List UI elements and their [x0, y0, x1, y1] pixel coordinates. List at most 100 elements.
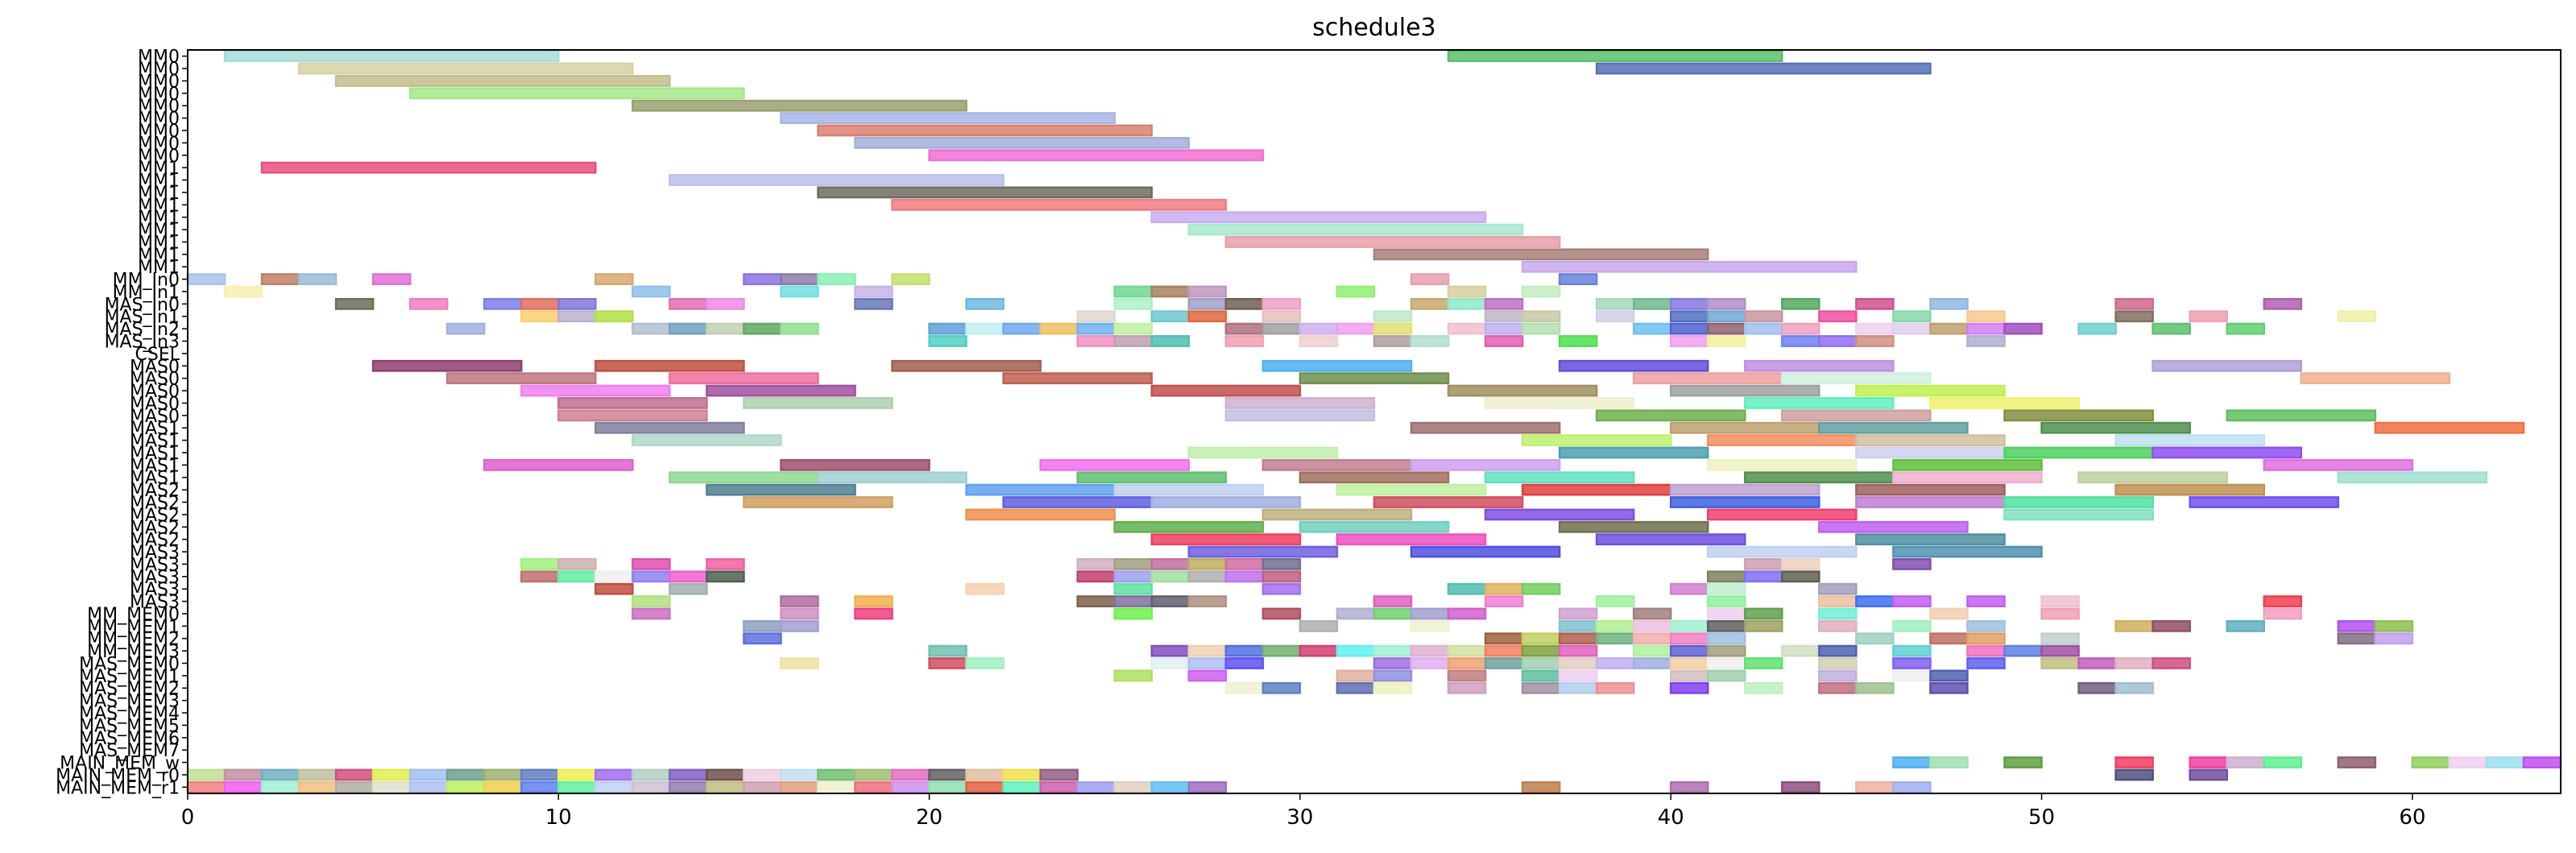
task-bar: [1781, 335, 1820, 347]
task-bar: [1744, 681, 1783, 694]
task-bar: [371, 781, 412, 793]
task-bar: [965, 508, 1116, 521]
task-bar: [1595, 632, 1635, 645]
task-bar: [1855, 384, 2006, 397]
x-tick-label: 20: [916, 805, 942, 830]
task-bar: [1002, 322, 1042, 335]
task-bar: [2003, 322, 2043, 335]
task-bar: [1670, 310, 1709, 323]
task-bar: [928, 322, 967, 335]
task-bar: [1484, 508, 1635, 521]
task-bar: [1707, 545, 1857, 558]
task-bar: [1298, 619, 1339, 632]
task-bar: [2003, 644, 2043, 657]
task-bar: [1039, 458, 1191, 471]
task-bar: [445, 322, 486, 335]
task-bar: [371, 768, 412, 781]
task-bar: [743, 768, 782, 781]
y-tick-label: MAS_MEM7: [79, 741, 180, 761]
task-bar: [1224, 322, 1265, 335]
task-bar: [928, 149, 1265, 162]
task-bar: [1113, 669, 1153, 682]
task-bar: [1966, 619, 2006, 632]
task-bar: [2337, 756, 2377, 768]
task-bar: [1484, 297, 1524, 310]
task-bar: [1929, 681, 1969, 694]
task-bar: [743, 619, 782, 632]
task-bar: [1892, 781, 1932, 793]
task-bar: [2263, 297, 2303, 310]
task-bar: [1558, 520, 1709, 533]
task-bar: [1484, 397, 1635, 409]
task-bar: [1892, 322, 1932, 335]
task-bar: [1373, 595, 1413, 607]
task-bar: [1150, 496, 1302, 508]
y-tick-label: MAS2: [130, 531, 180, 551]
task-bar: [965, 483, 1116, 496]
task-bar: [1261, 508, 1413, 521]
task-bar: [1150, 558, 1191, 570]
task-bar: [1187, 545, 1339, 558]
task-bar: [1595, 297, 1635, 310]
task-bar: [632, 570, 671, 583]
task-bar: [2114, 681, 2154, 694]
task-bar: [1966, 322, 2006, 335]
task-bar: [594, 359, 745, 372]
task-bar: [1558, 681, 1598, 694]
task-bar: [1336, 483, 1487, 496]
task-bar: [1261, 570, 1302, 583]
y-tick-label: MAIN_MEM_r1: [56, 778, 180, 798]
task-bar: [1484, 595, 1524, 607]
x-tick-label: 50: [2028, 805, 2055, 830]
task-bar: [557, 297, 597, 310]
task-bar: [334, 781, 375, 793]
task-bar: [1670, 384, 1820, 397]
task-bar: [1298, 372, 1450, 385]
y-tick-label: MM0: [138, 97, 180, 117]
task-bar: [1707, 657, 1746, 669]
task-bar: [1298, 471, 1450, 484]
task-bar: [557, 768, 597, 781]
task-bar: [1670, 483, 1820, 496]
task-bar: [669, 471, 819, 484]
task-bar: [1002, 768, 1042, 781]
task-bar: [408, 781, 449, 793]
task-bar: [2374, 619, 2414, 632]
task-bar: [1707, 570, 1746, 583]
y-tick-label: MAS1: [130, 432, 180, 452]
task-bar: [928, 768, 967, 781]
task-bar: [1744, 558, 1783, 570]
task-bar: [1744, 310, 1783, 323]
task-bar: [1039, 768, 1079, 781]
task-bar: [1707, 434, 1857, 446]
task-bar: [1707, 619, 1746, 632]
task-bar: [1261, 347, 1302, 360]
task-bar: [1670, 421, 1820, 434]
task-bar: [1484, 632, 1524, 645]
task-bar: [1484, 322, 1524, 335]
task-bar: [2374, 421, 2525, 434]
task-bar: [1818, 669, 1857, 682]
task-bar: [594, 310, 634, 323]
task-bar: [1447, 297, 1487, 310]
task-bar: [1336, 285, 1376, 298]
task-bar: [1670, 322, 1709, 335]
x-tick-label: 0: [181, 805, 195, 830]
task-bar: [1781, 570, 1820, 583]
y-tick-label: MAS3: [130, 568, 180, 588]
y-tick-label: MM0: [138, 60, 180, 80]
task-bar: [1410, 273, 1450, 285]
task-bar: [2411, 756, 2451, 768]
y-tick-label: MAS3: [130, 593, 180, 613]
y-tick-label: MAS1: [130, 419, 180, 439]
task-bar: [1150, 657, 1191, 669]
task-bar: [1410, 607, 1450, 620]
y-tick-label: MM1: [138, 246, 180, 266]
task-bar: [1632, 322, 1672, 335]
task-bar: [1670, 781, 1709, 793]
y-tick-label: MAS1: [130, 469, 180, 489]
task-bar: [2189, 768, 2228, 781]
task-bar: [669, 322, 708, 335]
task-bar: [2077, 681, 2117, 694]
